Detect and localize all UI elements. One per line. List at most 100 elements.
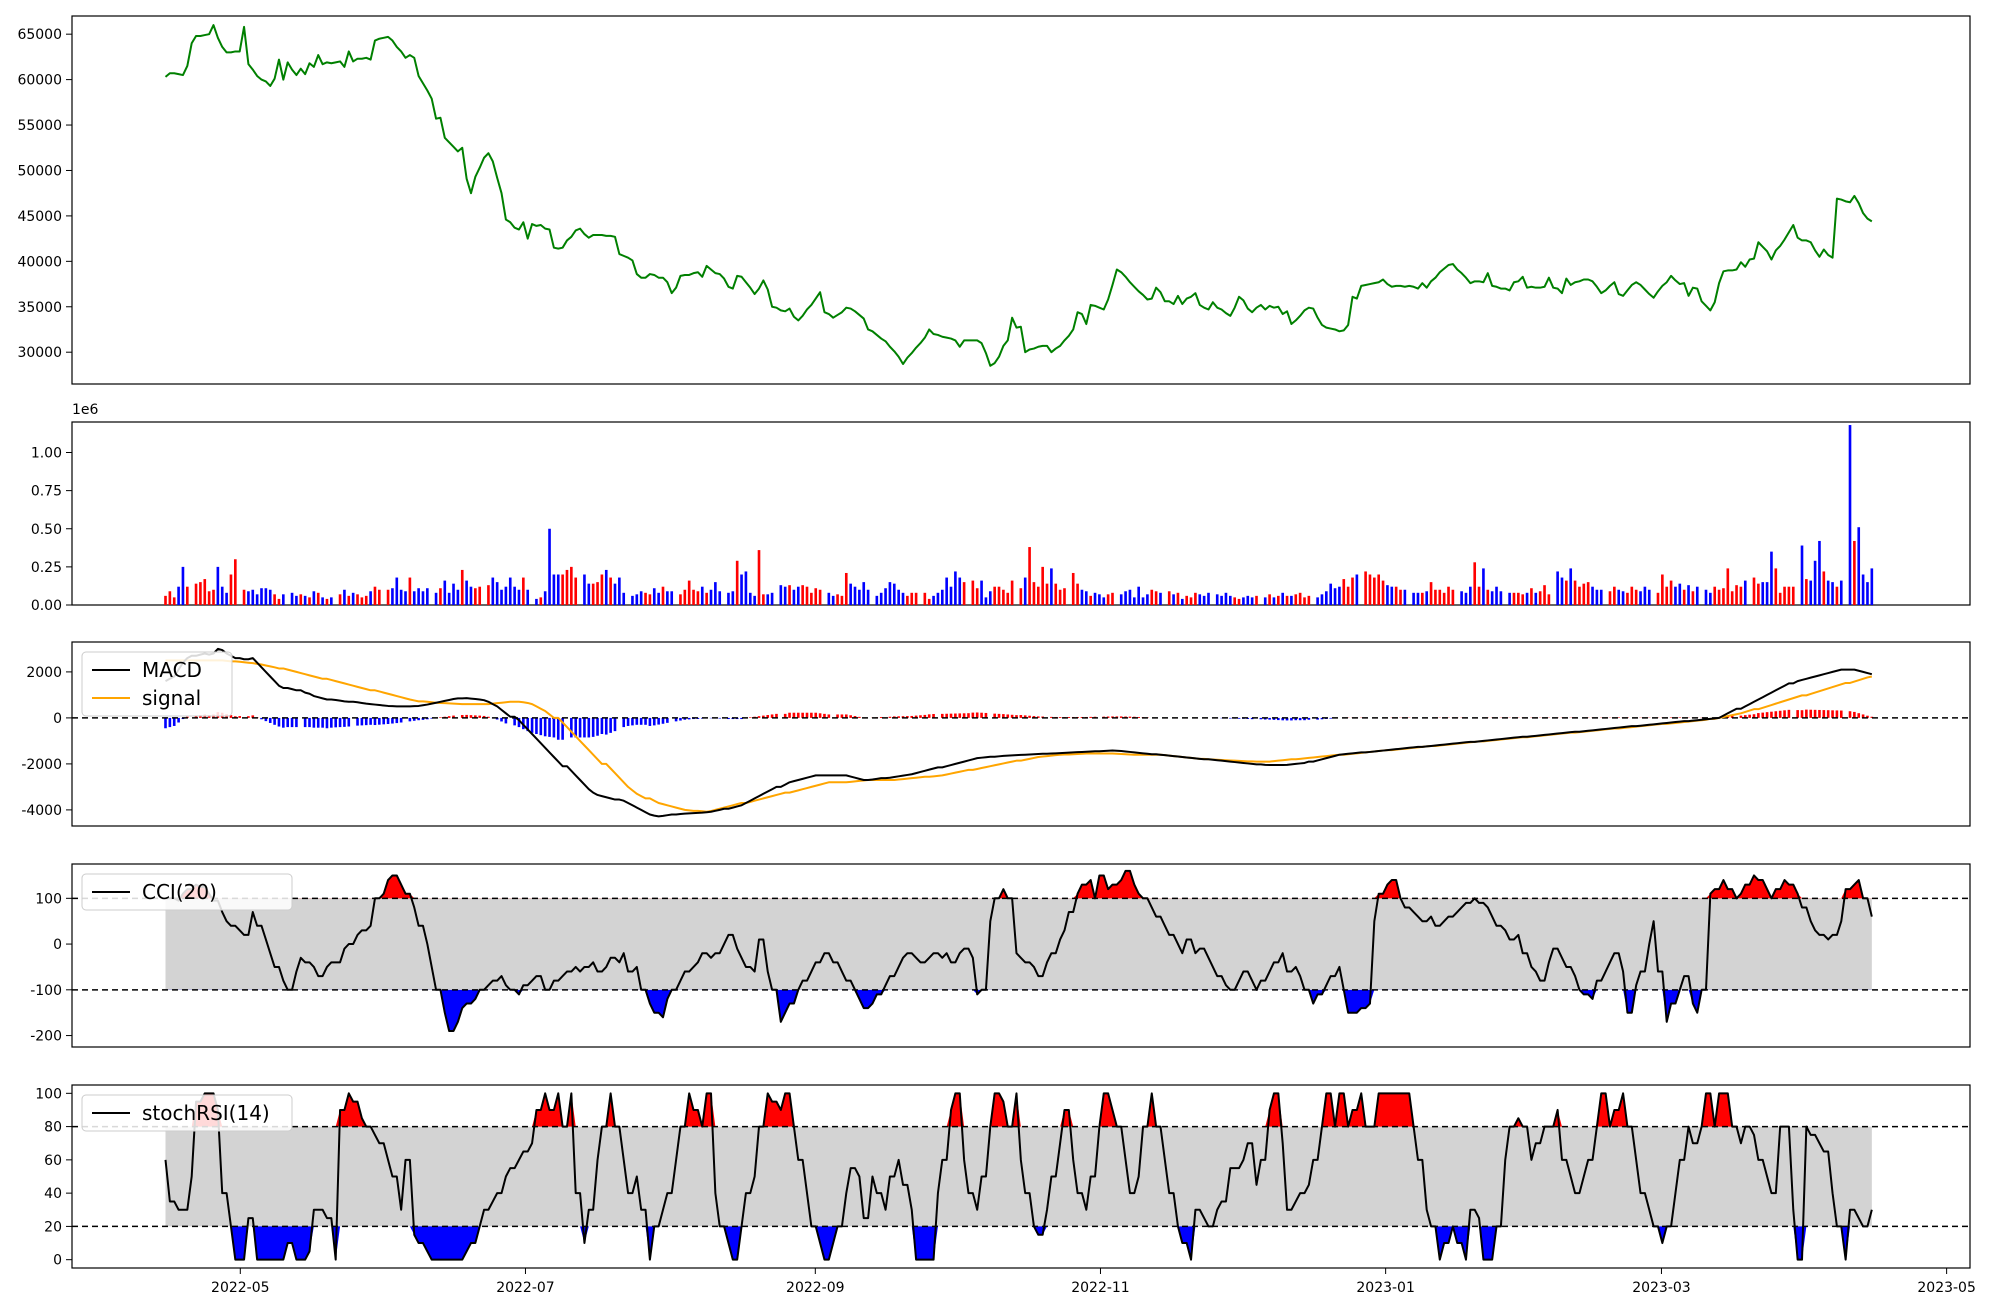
cci-legend-label: CCI(20) bbox=[142, 880, 217, 904]
volume-bar bbox=[700, 586, 704, 605]
volume-bar bbox=[666, 591, 669, 605]
macd-histogram-bar bbox=[1137, 716, 1140, 718]
volume-bar bbox=[290, 592, 294, 605]
macd-histogram-bar bbox=[1281, 717, 1284, 721]
volume-bar bbox=[1194, 592, 1197, 605]
volume-bar bbox=[731, 591, 735, 605]
volume-bar bbox=[421, 591, 425, 605]
volume-bar bbox=[1643, 586, 1647, 605]
macd-histogram-bar bbox=[417, 717, 420, 721]
macd-histogram-bar bbox=[1730, 715, 1734, 718]
macd-histogram-bar bbox=[679, 717, 682, 721]
macd-histogram-bar bbox=[849, 715, 852, 718]
volume-bar bbox=[1774, 568, 1778, 605]
volume-bar bbox=[1613, 586, 1616, 605]
price-ytick-label: 45000 bbox=[17, 209, 62, 225]
price-panel: 30000 35000 40000 45000 50000 55000 60000 65000 bbox=[17, 15, 1971, 385]
macd-histogram-bar bbox=[1765, 712, 1769, 718]
volume-bar bbox=[412, 591, 416, 605]
volume-bar bbox=[500, 589, 503, 605]
macd-histogram-bar bbox=[303, 717, 307, 728]
stochrsi-ytick-label: 40 bbox=[44, 1186, 62, 1202]
volume-bar bbox=[875, 595, 879, 605]
volume-bar bbox=[1268, 594, 1271, 605]
volume-bar bbox=[242, 589, 246, 605]
volume-bar bbox=[251, 589, 255, 605]
macd-histogram-bar bbox=[290, 717, 294, 728]
volume-bar bbox=[844, 572, 848, 605]
macd-histogram-bar bbox=[268, 717, 272, 723]
macd-histogram-bar bbox=[1783, 710, 1786, 718]
volume-bar bbox=[1036, 586, 1040, 605]
volume-bar bbox=[1591, 586, 1594, 605]
macd-histogram-bar bbox=[1870, 716, 1874, 718]
volume-bar bbox=[168, 591, 172, 605]
macd-histogram-bar bbox=[740, 717, 743, 720]
stochrsi-ytick-label: 0 bbox=[53, 1253, 62, 1269]
volume-bar bbox=[408, 577, 412, 605]
volume-bar bbox=[356, 594, 359, 605]
stochrsi-frame bbox=[71, 1084, 1971, 1269]
volume-bar bbox=[1726, 568, 1730, 605]
stochrsi-line bbox=[164, 1092, 1873, 1261]
macd-frame bbox=[71, 641, 1971, 827]
macd-histogram-bar bbox=[277, 717, 281, 727]
volume-bar bbox=[1250, 597, 1254, 605]
volume-bar bbox=[203, 579, 207, 605]
volume-bar bbox=[1054, 583, 1058, 605]
macd-histogram-bar bbox=[1778, 710, 1782, 718]
x-tick-label: 2023-05 bbox=[1917, 1280, 1976, 1296]
macd-histogram-bar bbox=[1268, 717, 1271, 720]
volume-bar bbox=[1442, 592, 1446, 605]
volume-bar bbox=[1809, 580, 1813, 605]
volume-bar bbox=[609, 577, 612, 605]
macd-panel: -4000 -2000 0 2000 MACD signal bbox=[21, 641, 1971, 827]
macd-histogram-bar bbox=[1853, 711, 1856, 718]
volume-bar bbox=[744, 571, 748, 605]
macd-histogram-bar bbox=[1023, 715, 1027, 718]
volume-bar bbox=[295, 595, 298, 605]
macd-histogram-bar bbox=[308, 717, 311, 728]
macd-histogram-bar bbox=[1128, 716, 1132, 718]
volume-bar bbox=[1866, 582, 1869, 605]
macd-histogram-bar bbox=[1106, 716, 1110, 718]
volume-bar bbox=[460, 569, 464, 605]
macd-histogram-bar bbox=[879, 716, 883, 718]
volume-bar bbox=[901, 592, 905, 605]
volume-bar bbox=[1839, 580, 1843, 605]
macd-histogram-bar bbox=[386, 717, 390, 724]
macd-histogram-bar bbox=[408, 717, 412, 722]
price-frame bbox=[71, 15, 1971, 385]
macd-histogram-bar bbox=[273, 717, 276, 725]
macd-histogram-bar bbox=[626, 717, 630, 726]
volume-bar bbox=[1818, 540, 1821, 605]
volume-bar bbox=[984, 597, 988, 605]
macd-histogram-bar bbox=[1739, 715, 1743, 718]
volume-bar bbox=[714, 582, 717, 605]
volume-bar bbox=[788, 585, 791, 605]
volume-bar bbox=[644, 592, 647, 605]
volume-bar bbox=[1416, 592, 1420, 605]
volume-bar bbox=[1403, 589, 1407, 605]
volume-bar bbox=[351, 592, 355, 605]
macd-histogram-bar bbox=[1757, 713, 1760, 718]
volume-bar bbox=[229, 574, 233, 605]
volume-bar bbox=[1717, 589, 1721, 605]
volume-bar bbox=[1351, 577, 1354, 605]
volume-bar bbox=[1569, 568, 1573, 605]
volume-bar bbox=[652, 588, 656, 605]
macd-histogram-bar bbox=[1050, 716, 1053, 718]
volume-bar bbox=[792, 589, 796, 605]
macd-histogram-bar bbox=[661, 717, 665, 724]
volume-bar bbox=[1870, 568, 1874, 605]
volume-bar bbox=[1534, 592, 1538, 605]
volume-bar bbox=[879, 592, 883, 605]
macd-histogram-bar bbox=[666, 717, 669, 723]
volume-bar bbox=[1071, 572, 1075, 605]
volume-bar bbox=[1102, 597, 1106, 605]
macd-histogram-bar bbox=[530, 717, 534, 733]
volume-bar bbox=[1076, 583, 1079, 605]
macd-histogram-bar bbox=[635, 717, 639, 725]
volume-bar bbox=[1338, 586, 1341, 605]
macd-histogram-bar bbox=[1089, 716, 1092, 718]
